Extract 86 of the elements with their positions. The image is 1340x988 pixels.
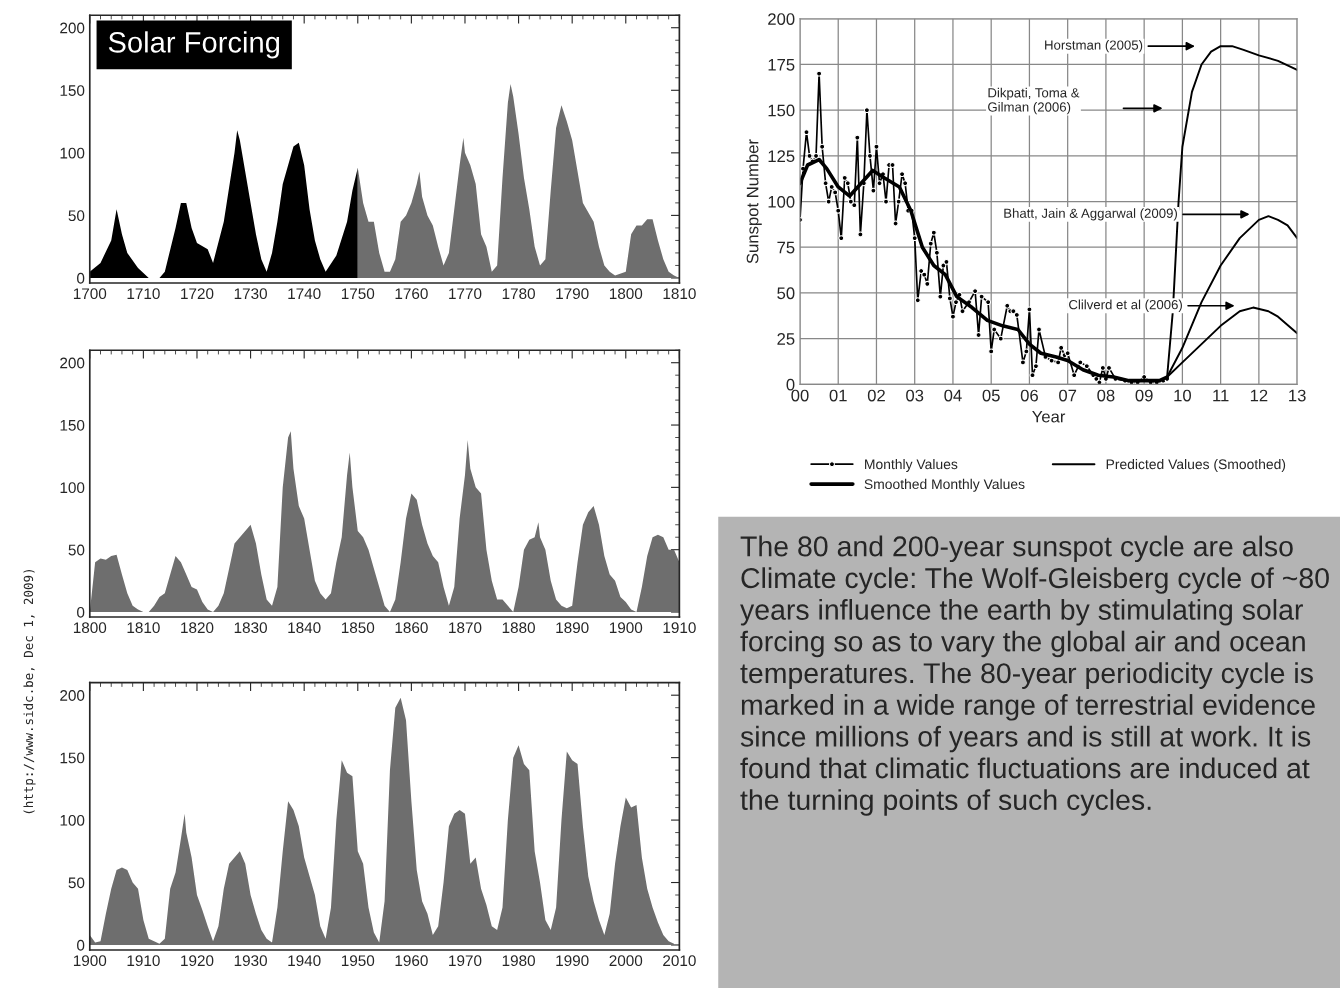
y-tick-label: 175 <box>768 59 795 71</box>
x-tick-label: 1860 <box>395 622 428 634</box>
legend-label: Smoothed Monthly Values <box>864 478 1025 492</box>
y-tick-label: 50 <box>68 544 85 556</box>
x-tick-label: 10 <box>1174 389 1192 402</box>
x-tick-label: 1930 <box>234 955 267 967</box>
y-tick-label: 100 <box>768 195 795 208</box>
x-tick-label: 2000 <box>609 955 643 967</box>
x-tick-label: 04 <box>944 389 962 402</box>
x-tick-label: 01 <box>829 389 847 402</box>
y-tick-label: 200 <box>60 690 85 701</box>
x-tick-label: 1810 <box>127 622 160 634</box>
annotation: Dikpati, Toma & Gilman (2006) <box>988 87 1080 115</box>
y-tick-label: 100 <box>60 814 85 826</box>
x-tick-label: 08 <box>1097 389 1115 402</box>
x-tick-label: 1900 <box>609 622 643 634</box>
y-tick-label: 150 <box>60 752 85 764</box>
x-tick-label: 1960 <box>395 955 428 967</box>
x-tick-label: 1910 <box>127 955 160 967</box>
x-axis-title: Year <box>1032 410 1066 423</box>
x-tick-label: 13 <box>1289 389 1306 402</box>
x-tick-label: 1750 <box>341 288 375 300</box>
x-tick-label: 1800 <box>73 622 107 634</box>
y-tick-label: 75 <box>777 241 795 254</box>
x-tick-label: 1790 <box>556 288 589 300</box>
y-tick-label: 50 <box>68 210 85 222</box>
x-tick-label: 2010 <box>663 955 696 967</box>
x-tick-label: 03 <box>906 389 924 402</box>
y-axis-title: Sunspot Number <box>746 139 762 264</box>
x-tick-label: 1870 <box>449 622 482 634</box>
x-tick-label: 1700 <box>73 288 107 300</box>
x-tick-label: 1980 <box>502 955 535 967</box>
legend-label: Predicted Values (Smoothed) <box>1106 458 1286 472</box>
x-tick-label: 1920 <box>181 955 214 967</box>
x-tick-label: 00 <box>791 389 809 402</box>
x-tick-label: 1830 <box>234 622 267 634</box>
x-tick-label: 1770 <box>449 288 482 300</box>
x-tick-label: 1940 <box>288 955 321 967</box>
x-tick-label: 1730 <box>234 288 267 300</box>
x-tick-label: 1840 <box>288 622 321 634</box>
x-tick-label: 1740 <box>288 288 321 300</box>
x-tick-label: 1810 <box>663 288 696 300</box>
y-tick-label: 25 <box>777 333 795 345</box>
x-tick-label: 1800 <box>609 288 643 300</box>
x-tick-label: 1990 <box>556 955 589 967</box>
y-tick-label: 50 <box>777 287 795 300</box>
x-tick-label: 1720 <box>181 288 214 300</box>
x-tick-label: 1890 <box>556 622 589 634</box>
annotation: Horstman (2005) <box>1045 40 1143 53</box>
x-tick-label: 05 <box>982 389 1000 402</box>
y-tick-label: 100 <box>60 147 85 159</box>
x-tick-label: 02 <box>867 389 885 402</box>
x-tick-label: 1970 <box>449 955 482 967</box>
x-tick-label: 1900 <box>73 955 107 967</box>
x-tick-label: 1760 <box>395 288 428 300</box>
text: The 80 and 200-year sunspot cycle are also Climate cycle: The Wolf-Gleisberg cycle of ~80 years influence the earth by stimulating solar forcing so as to vary the global air and ocean temperatures. The 80-year periodicity cycle is marked in a wide range of terrestrial evidence since millions of years and is still at work. It is found that climatic fluctuations are induced at the turning points of such cycles. <box>740 535 1329 816</box>
legend-label: Monthly Values <box>865 458 958 472</box>
y-tick-label: 125 <box>768 150 795 163</box>
x-tick-label: 1850 <box>341 622 375 634</box>
annotation: Clilverd et al (2006) <box>1069 299 1182 312</box>
x-tick-label: 1880 <box>502 622 535 634</box>
x-tick-label: 1780 <box>502 288 535 300</box>
y-tick-label: 50 <box>68 877 85 889</box>
y-tick-label: 0 <box>786 378 795 391</box>
x-tick-label: 1910 <box>663 622 696 634</box>
y-tick-label: 200 <box>60 357 85 369</box>
x-tick-label: 1820 <box>181 622 214 634</box>
y-tick-label: 200 <box>768 13 795 25</box>
x-tick-label: 06 <box>1020 389 1038 402</box>
x-tick-label: 1710 <box>127 288 160 300</box>
y-tick-label: 100 <box>60 482 85 494</box>
y-tick-label: 150 <box>768 104 795 117</box>
x-tick-label: 07 <box>1059 389 1077 402</box>
x-tick-label: 1950 <box>341 955 375 967</box>
y-tick-label: 150 <box>60 419 85 431</box>
text: Solar Forcing <box>108 31 280 59</box>
x-tick-label: 11 <box>1213 389 1229 402</box>
x-tick-label: 09 <box>1135 389 1153 402</box>
y-tick-label: 0 <box>77 939 85 951</box>
y-tick-label: 200 <box>60 22 85 34</box>
text: (http://www.sidc.be, Dec 1, 2009) <box>23 570 36 814</box>
y-tick-label: 0 <box>77 606 85 618</box>
y-tick-label: 150 <box>60 85 85 96</box>
y-tick-label: 0 <box>77 272 85 284</box>
x-tick-label: 12 <box>1250 389 1268 402</box>
annotation: Bhatt, Jain & Aggarwal (2009) <box>1004 208 1177 221</box>
